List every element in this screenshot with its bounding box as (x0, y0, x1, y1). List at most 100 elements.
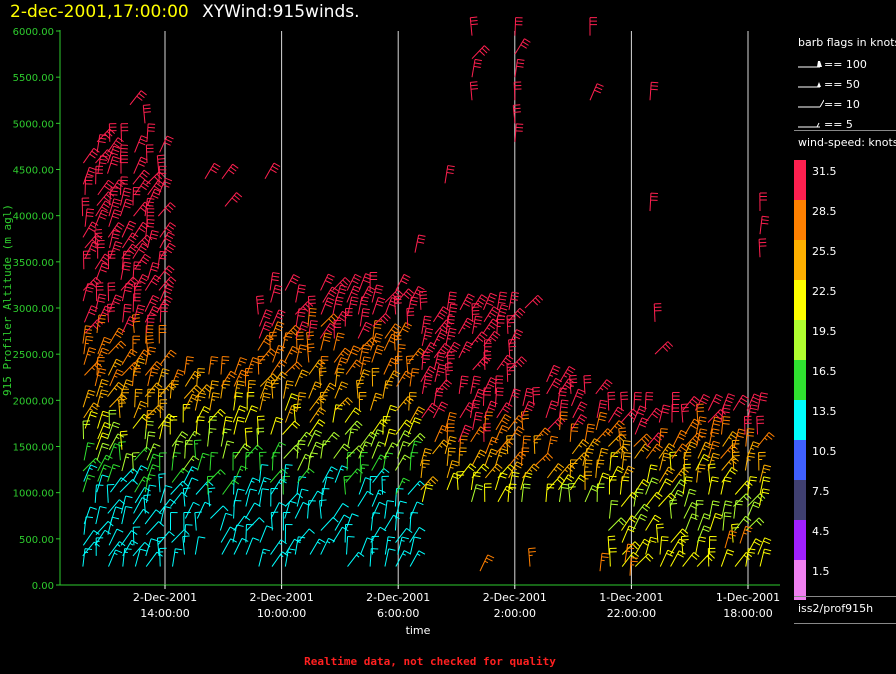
wind-barb (731, 523, 739, 543)
wind-barb (284, 524, 293, 543)
wind-barb (146, 171, 165, 185)
wind-barb (95, 537, 104, 556)
wind-barb (296, 476, 307, 495)
wind-barb (607, 391, 616, 411)
wind-barb (595, 411, 608, 430)
wind-barb (459, 293, 475, 311)
wind-barb (528, 547, 536, 567)
wind-barb (645, 514, 662, 531)
wind-barb (82, 166, 97, 185)
wind-barb (257, 476, 271, 495)
wind-barb (346, 273, 362, 291)
wind-barb (384, 428, 397, 447)
speed-swatch (794, 560, 806, 600)
wind-barb (621, 551, 640, 567)
wind-barb (269, 272, 280, 291)
wind-barb (283, 380, 294, 399)
wind-barb (107, 358, 123, 376)
wind-barb (421, 327, 434, 346)
wind-barb (495, 304, 509, 322)
wind-barb (396, 441, 411, 459)
wind-barb (406, 307, 415, 327)
wind-barb (82, 389, 96, 408)
wind-barb (259, 451, 267, 471)
wind-barb (109, 327, 126, 344)
wind-barb (96, 442, 110, 461)
wind-barb (684, 432, 703, 447)
wind-barb (145, 144, 154, 164)
wind-barb (258, 309, 273, 327)
wind-barb (759, 215, 770, 235)
wind-barb (733, 500, 743, 519)
wind-barb (122, 232, 139, 249)
y-tick-label: 500.00 (19, 535, 54, 546)
wind-barb (133, 304, 146, 323)
wind-barb (107, 516, 120, 535)
wind-barb (245, 477, 260, 495)
wind-barb (108, 198, 121, 217)
wind-barb (258, 464, 269, 483)
wind-barb (121, 453, 134, 472)
wind-barb (396, 370, 413, 387)
wind-barb (345, 468, 364, 483)
wind-barb (471, 463, 490, 479)
wind-barb (307, 429, 323, 447)
wind-barb (270, 502, 286, 519)
x-tick-labels: 2-Dec-2001 14:00:00 2-Dec-2001 10:00:00 2-De… (133, 585, 780, 620)
wind-barb (171, 369, 185, 387)
wind-barb (372, 320, 382, 339)
wind-barb (184, 477, 199, 495)
wind-barb (184, 501, 200, 519)
wind-barb (108, 179, 125, 196)
wind-barb (346, 345, 361, 363)
speed-legend-title: wind-speed: knots (798, 136, 896, 149)
y-tick-label: 2500.00 (13, 350, 54, 361)
wind-barb (720, 476, 732, 495)
wind-barb (120, 261, 132, 280)
wind-barb (208, 380, 219, 399)
wind-barb (659, 549, 675, 567)
wind-barb (569, 423, 579, 442)
wind-barb (619, 476, 630, 495)
wind-barb (96, 474, 109, 493)
wind-barb (469, 16, 478, 36)
wind-barb (309, 395, 327, 411)
wind-barb (234, 443, 251, 459)
wind-barb (132, 526, 141, 546)
wind-barb (157, 202, 176, 217)
wind-barb (258, 488, 270, 507)
wind-barb (97, 179, 115, 196)
wind-barb (220, 370, 237, 387)
wind-barb (82, 474, 96, 493)
wind-barb (322, 476, 334, 495)
wind-barb (669, 451, 678, 471)
wind-barb (393, 295, 402, 315)
wind-barb (533, 427, 551, 443)
wind-barb (520, 472, 533, 491)
wind-barb (458, 463, 477, 479)
x-tick-time: 14:00:00 (140, 607, 189, 620)
wind-barb (359, 464, 369, 483)
wind-barb (220, 380, 231, 399)
wind-barb (533, 435, 542, 454)
wind-barb (708, 476, 720, 495)
wind-barb (545, 400, 559, 419)
wind-barb (84, 176, 93, 195)
wind-barb (259, 392, 271, 411)
wind-barb (445, 363, 453, 382)
wind-barb (131, 452, 140, 471)
wind-barb (222, 440, 235, 459)
wind-barb (720, 444, 738, 459)
wind-barb (618, 427, 627, 447)
wind-barb (146, 208, 155, 227)
wind-barb (370, 526, 387, 543)
wind-barb (159, 135, 174, 153)
wind-barb (120, 495, 133, 514)
wind-barb (670, 479, 687, 495)
wind-barbs (81, 16, 775, 576)
wind-barb (284, 500, 297, 519)
wind-barb (144, 474, 156, 493)
wind-barb (589, 17, 597, 36)
wind-barb (320, 273, 335, 291)
wind-barb (82, 221, 99, 238)
